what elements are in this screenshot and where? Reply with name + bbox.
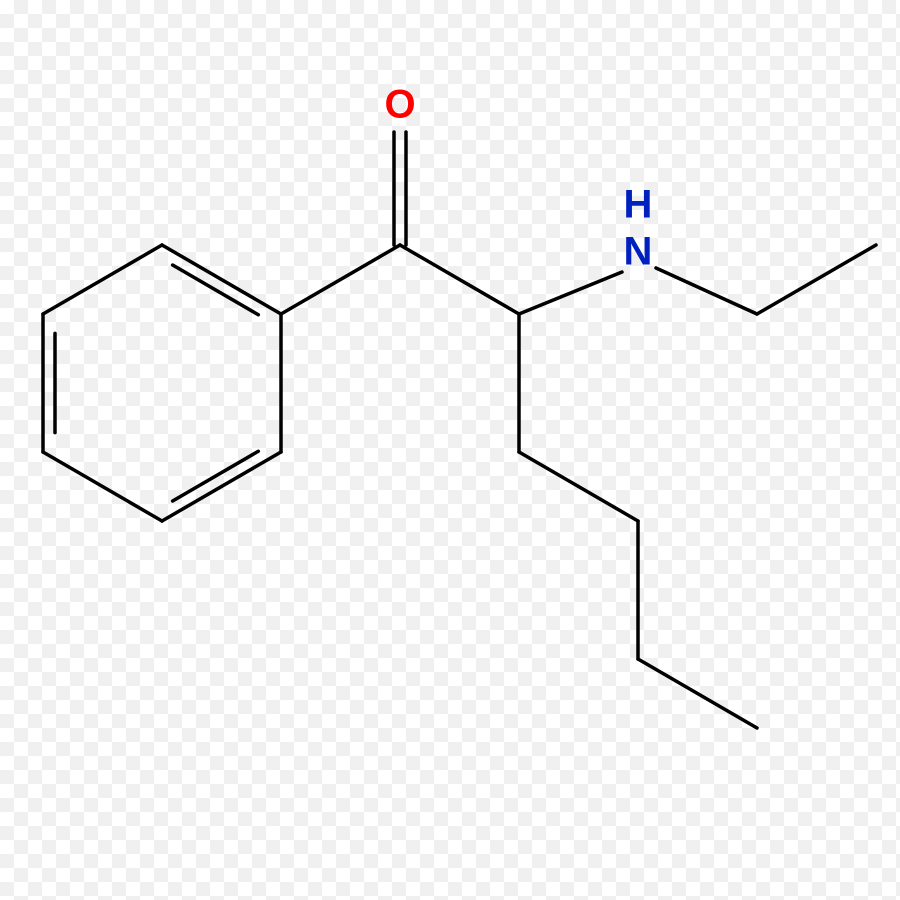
atom-label-N: N (624, 230, 653, 274)
molecule-diagram: O NH (0, 0, 900, 900)
atom-label-H: H (624, 183, 653, 227)
atom-label-O: O (384, 83, 415, 127)
bonds (43, 132, 876, 728)
atom-labels: O NH (384, 83, 652, 274)
